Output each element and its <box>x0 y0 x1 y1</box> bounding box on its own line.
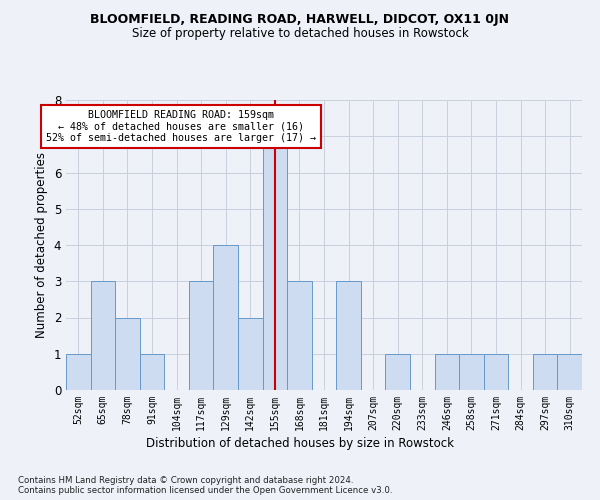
Bar <box>189 281 214 390</box>
Bar <box>385 354 410 390</box>
Bar <box>91 281 115 390</box>
Bar <box>214 245 238 390</box>
Bar <box>459 354 484 390</box>
Bar <box>263 136 287 390</box>
Text: Size of property relative to detached houses in Rowstock: Size of property relative to detached ho… <box>131 28 469 40</box>
Bar <box>557 354 582 390</box>
Bar <box>336 281 361 390</box>
Bar <box>238 318 263 390</box>
Text: BLOOMFIELD READING ROAD: 159sqm
← 48% of detached houses are smaller (16)
52% of: BLOOMFIELD READING ROAD: 159sqm ← 48% of… <box>46 110 316 144</box>
Bar <box>287 281 312 390</box>
Text: Contains HM Land Registry data © Crown copyright and database right 2024.
Contai: Contains HM Land Registry data © Crown c… <box>18 476 392 495</box>
Y-axis label: Number of detached properties: Number of detached properties <box>35 152 48 338</box>
Bar <box>533 354 557 390</box>
Bar <box>484 354 508 390</box>
Bar <box>434 354 459 390</box>
Bar <box>140 354 164 390</box>
Text: BLOOMFIELD, READING ROAD, HARWELL, DIDCOT, OX11 0JN: BLOOMFIELD, READING ROAD, HARWELL, DIDCO… <box>91 12 509 26</box>
Bar <box>115 318 140 390</box>
Bar <box>66 354 91 390</box>
Text: Distribution of detached houses by size in Rowstock: Distribution of detached houses by size … <box>146 438 454 450</box>
